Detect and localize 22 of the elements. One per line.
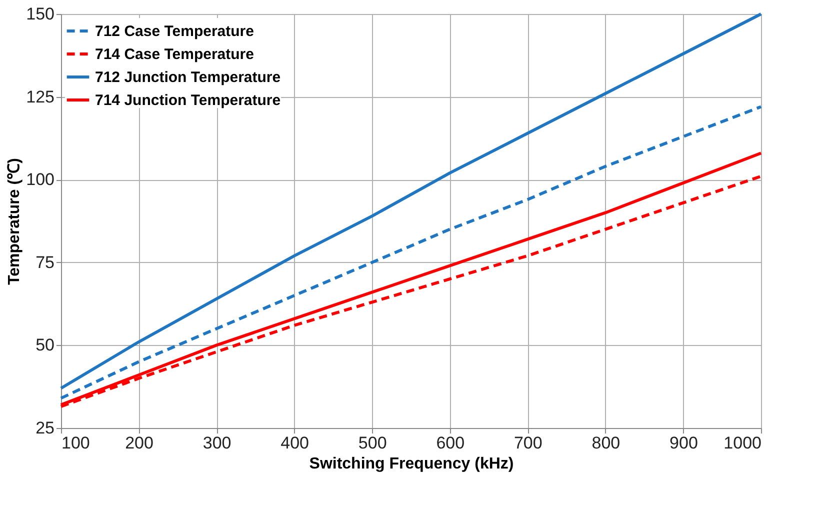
y-tick-label: 25 bbox=[36, 418, 54, 438]
x-tick-label: 400 bbox=[280, 434, 310, 452]
legend-label: 712 Case Temperature bbox=[95, 23, 254, 40]
x-tick-label: 900 bbox=[670, 434, 698, 452]
x-tick-label: 600 bbox=[436, 434, 465, 452]
x-axis-title: Switching Frequency (kHz) bbox=[309, 456, 514, 472]
y-axis-title: Temperature (℃) bbox=[6, 158, 24, 285]
x-tick-label: 500 bbox=[358, 434, 387, 452]
legend-label: 714 Junction Temperature bbox=[95, 92, 281, 109]
x-tick-label: 700 bbox=[514, 434, 542, 452]
x-tick-label: 800 bbox=[592, 434, 620, 452]
x-tick-label: 200 bbox=[125, 434, 154, 452]
y-tick-label: 75 bbox=[36, 252, 54, 272]
legend-label: 714 Case Temperature bbox=[95, 46, 254, 63]
y-tick-label: 150 bbox=[26, 4, 54, 24]
y-tick-label: 100 bbox=[26, 170, 54, 190]
x-tick-label: 100 bbox=[62, 434, 90, 452]
x-tick-label: 300 bbox=[202, 434, 232, 452]
y-tick-label: 125 bbox=[26, 87, 54, 106]
legend-label: 712 Junction Temperature bbox=[95, 69, 281, 86]
x-tick-label: 1000 bbox=[724, 434, 762, 452]
y-tick-label: 50 bbox=[36, 336, 54, 355]
